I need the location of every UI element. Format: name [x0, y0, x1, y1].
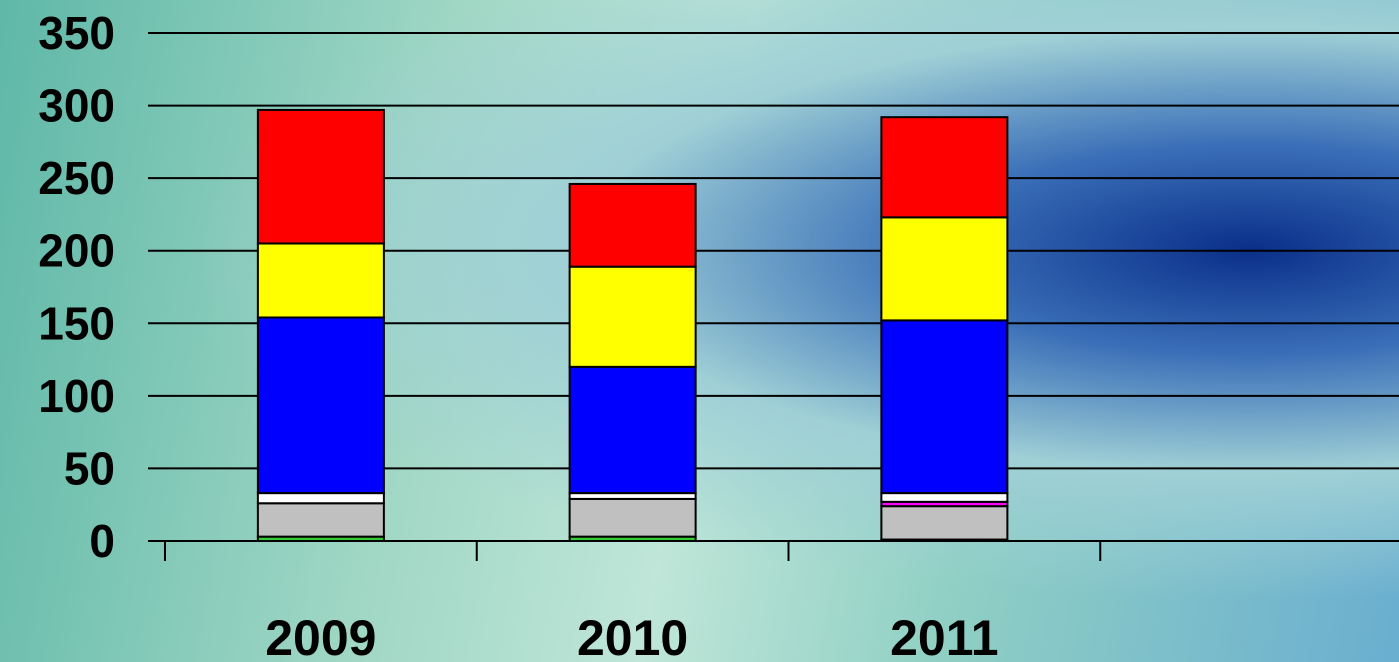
bar-segment: [568, 365, 697, 495]
bar-segment: [880, 505, 1009, 541]
x-tick-label: 2010: [577, 610, 688, 662]
bar-segment: [568, 182, 697, 268]
y-tick-label: 100: [38, 370, 115, 422]
bar-segment: [568, 497, 697, 538]
bar-segment: [256, 316, 385, 495]
x-tick-label: 2009: [265, 610, 376, 662]
bar-segment: [880, 492, 1009, 503]
y-tick-label: 200: [38, 225, 115, 277]
y-tick-label: 350: [38, 7, 115, 59]
bar-segment: [880, 216, 1009, 322]
y-tick-label: 0: [89, 515, 115, 567]
y-tick-label: 50: [64, 442, 115, 494]
bar-segment: [256, 108, 385, 245]
y-tick-label: 300: [38, 80, 115, 132]
x-tick-label: 2011: [890, 610, 998, 662]
y-tick-label: 250: [38, 152, 115, 204]
bar-segment: [256, 242, 385, 319]
bar-segment: [256, 502, 385, 538]
bar-segment: [880, 319, 1009, 495]
bar-segment: [256, 492, 385, 505]
y-tick-label: 150: [38, 297, 115, 349]
bar-segment: [568, 265, 697, 368]
bar-segment: [880, 116, 1009, 219]
